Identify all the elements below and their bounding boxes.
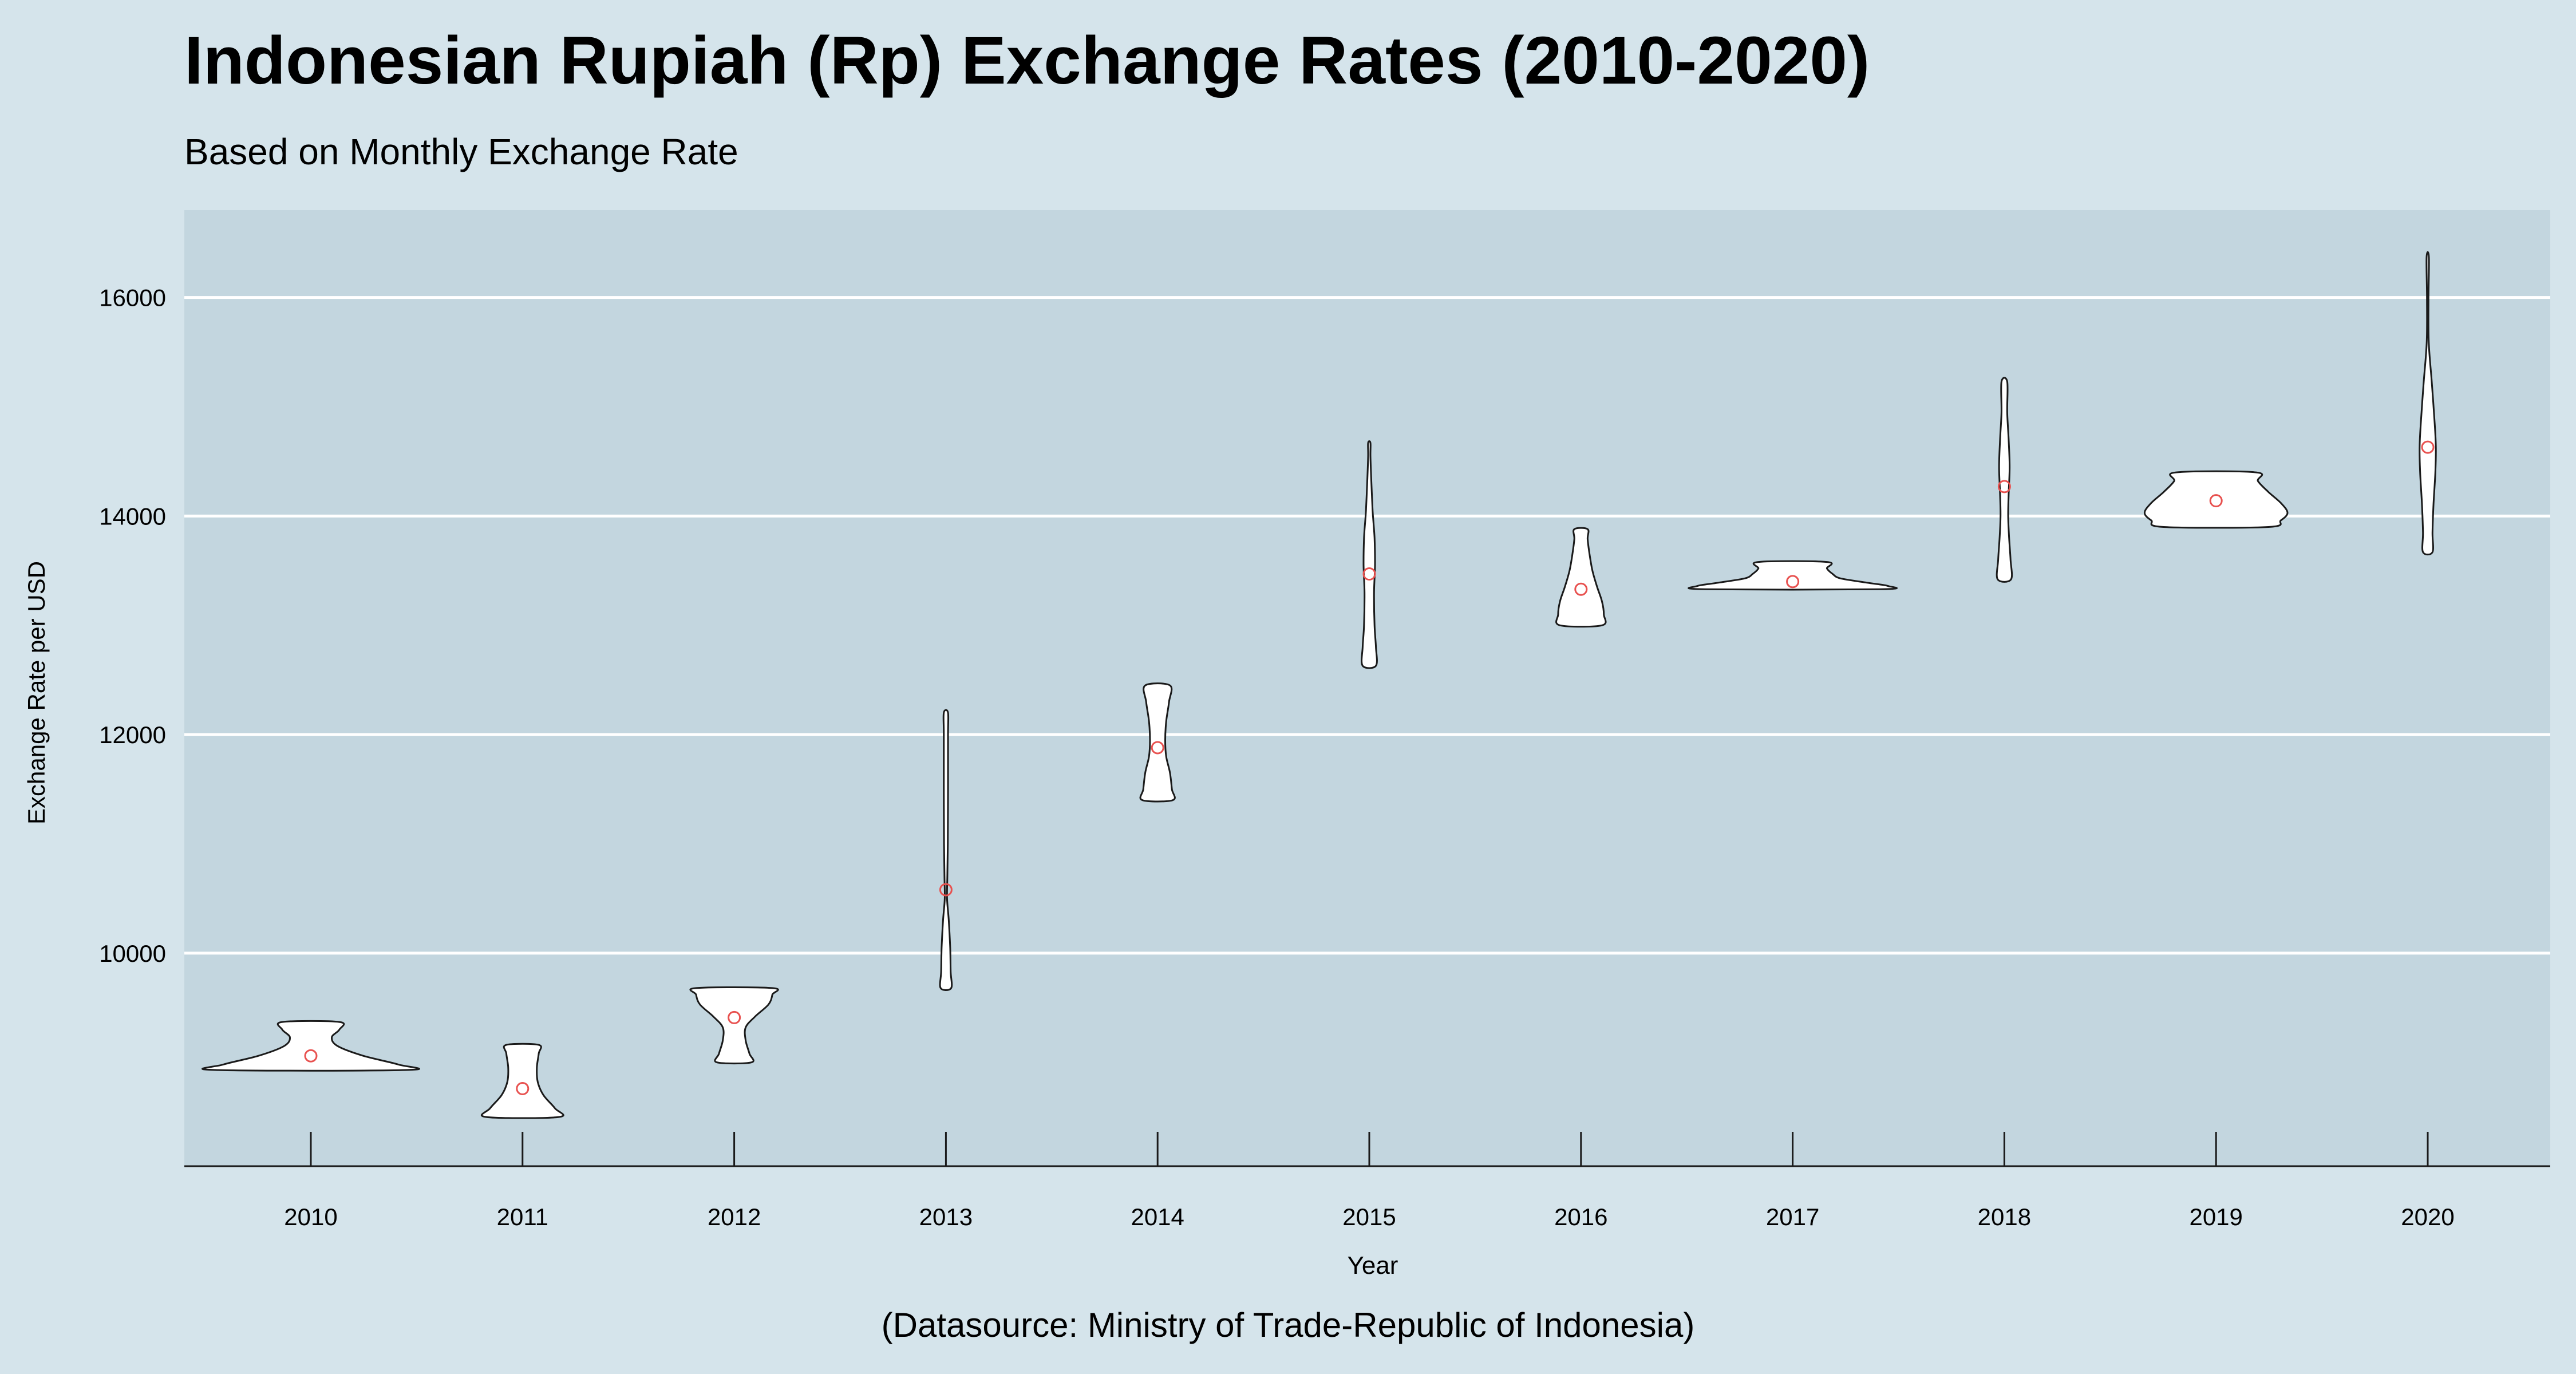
mean-marker-2016 bbox=[1574, 582, 1588, 596]
mean-marker-2020 bbox=[2421, 440, 2435, 454]
violin-2016 bbox=[1555, 527, 1607, 628]
x-tick-label: 2016 bbox=[1554, 1203, 1607, 1230]
x-tick-label: 2012 bbox=[708, 1203, 761, 1230]
violins bbox=[202, 251, 2437, 1119]
mean-marker-2017 bbox=[1786, 575, 1800, 589]
x-axis-ticks: 2010 2011 2012 2013 2014 2015 2016 2017 2018 2019… bbox=[284, 1132, 2455, 1230]
mean-marker-2015 bbox=[1362, 567, 1376, 581]
y-axis-ticks: 10000 12000 14000 16000 bbox=[99, 285, 166, 967]
x-tick-label: 2019 bbox=[2189, 1203, 2242, 1230]
violin-2019 bbox=[2143, 470, 2289, 529]
mean-marker-2013 bbox=[939, 883, 953, 897]
y-tick-label: 14000 bbox=[99, 503, 166, 530]
mean-marker-2011 bbox=[516, 1081, 530, 1095]
y-tick-label: 10000 bbox=[99, 940, 166, 967]
mean-marker-2012 bbox=[728, 1010, 741, 1024]
violin-2013 bbox=[939, 709, 953, 991]
violin-2010 bbox=[202, 1020, 420, 1072]
mean-marker-2019 bbox=[2209, 494, 2223, 508]
y-axis-label: Exchange Rate per USD bbox=[23, 561, 50, 824]
x-tick-label: 2015 bbox=[1342, 1203, 1396, 1230]
mean-marker-2010 bbox=[304, 1049, 318, 1063]
x-tick-label: 2017 bbox=[1766, 1203, 1819, 1230]
x-tick-label: 2013 bbox=[919, 1203, 973, 1230]
plot-panel bbox=[184, 210, 2550, 1166]
data-source-caption: (Datasource: Ministry of Trade-Republic … bbox=[881, 1306, 1695, 1344]
violin-2018 bbox=[1996, 377, 2013, 583]
x-axis-label: Year bbox=[1348, 1251, 1398, 1280]
y-tick-label: 16000 bbox=[99, 285, 166, 311]
x-tick-label: 2010 bbox=[284, 1203, 337, 1230]
mean-marker-2018 bbox=[1997, 480, 2011, 493]
violin-2011 bbox=[481, 1043, 564, 1119]
chart-subtitle: Based on Monthly Exchange Rate bbox=[184, 131, 738, 172]
x-tick-label: 2018 bbox=[1978, 1203, 2031, 1230]
chart-title: Indonesian Rupiah (Rp) Exchange Rates (2… bbox=[184, 23, 1870, 98]
y-tick-label: 12000 bbox=[99, 721, 166, 748]
violin-2020 bbox=[2419, 251, 2437, 556]
violin-2015 bbox=[1361, 440, 1378, 669]
mean-marker-2014 bbox=[1151, 741, 1164, 755]
violin-2012 bbox=[689, 986, 779, 1065]
x-tick-label: 2014 bbox=[1131, 1203, 1184, 1230]
x-tick-label: 2011 bbox=[497, 1203, 548, 1230]
x-tick-label: 2020 bbox=[2401, 1203, 2454, 1230]
